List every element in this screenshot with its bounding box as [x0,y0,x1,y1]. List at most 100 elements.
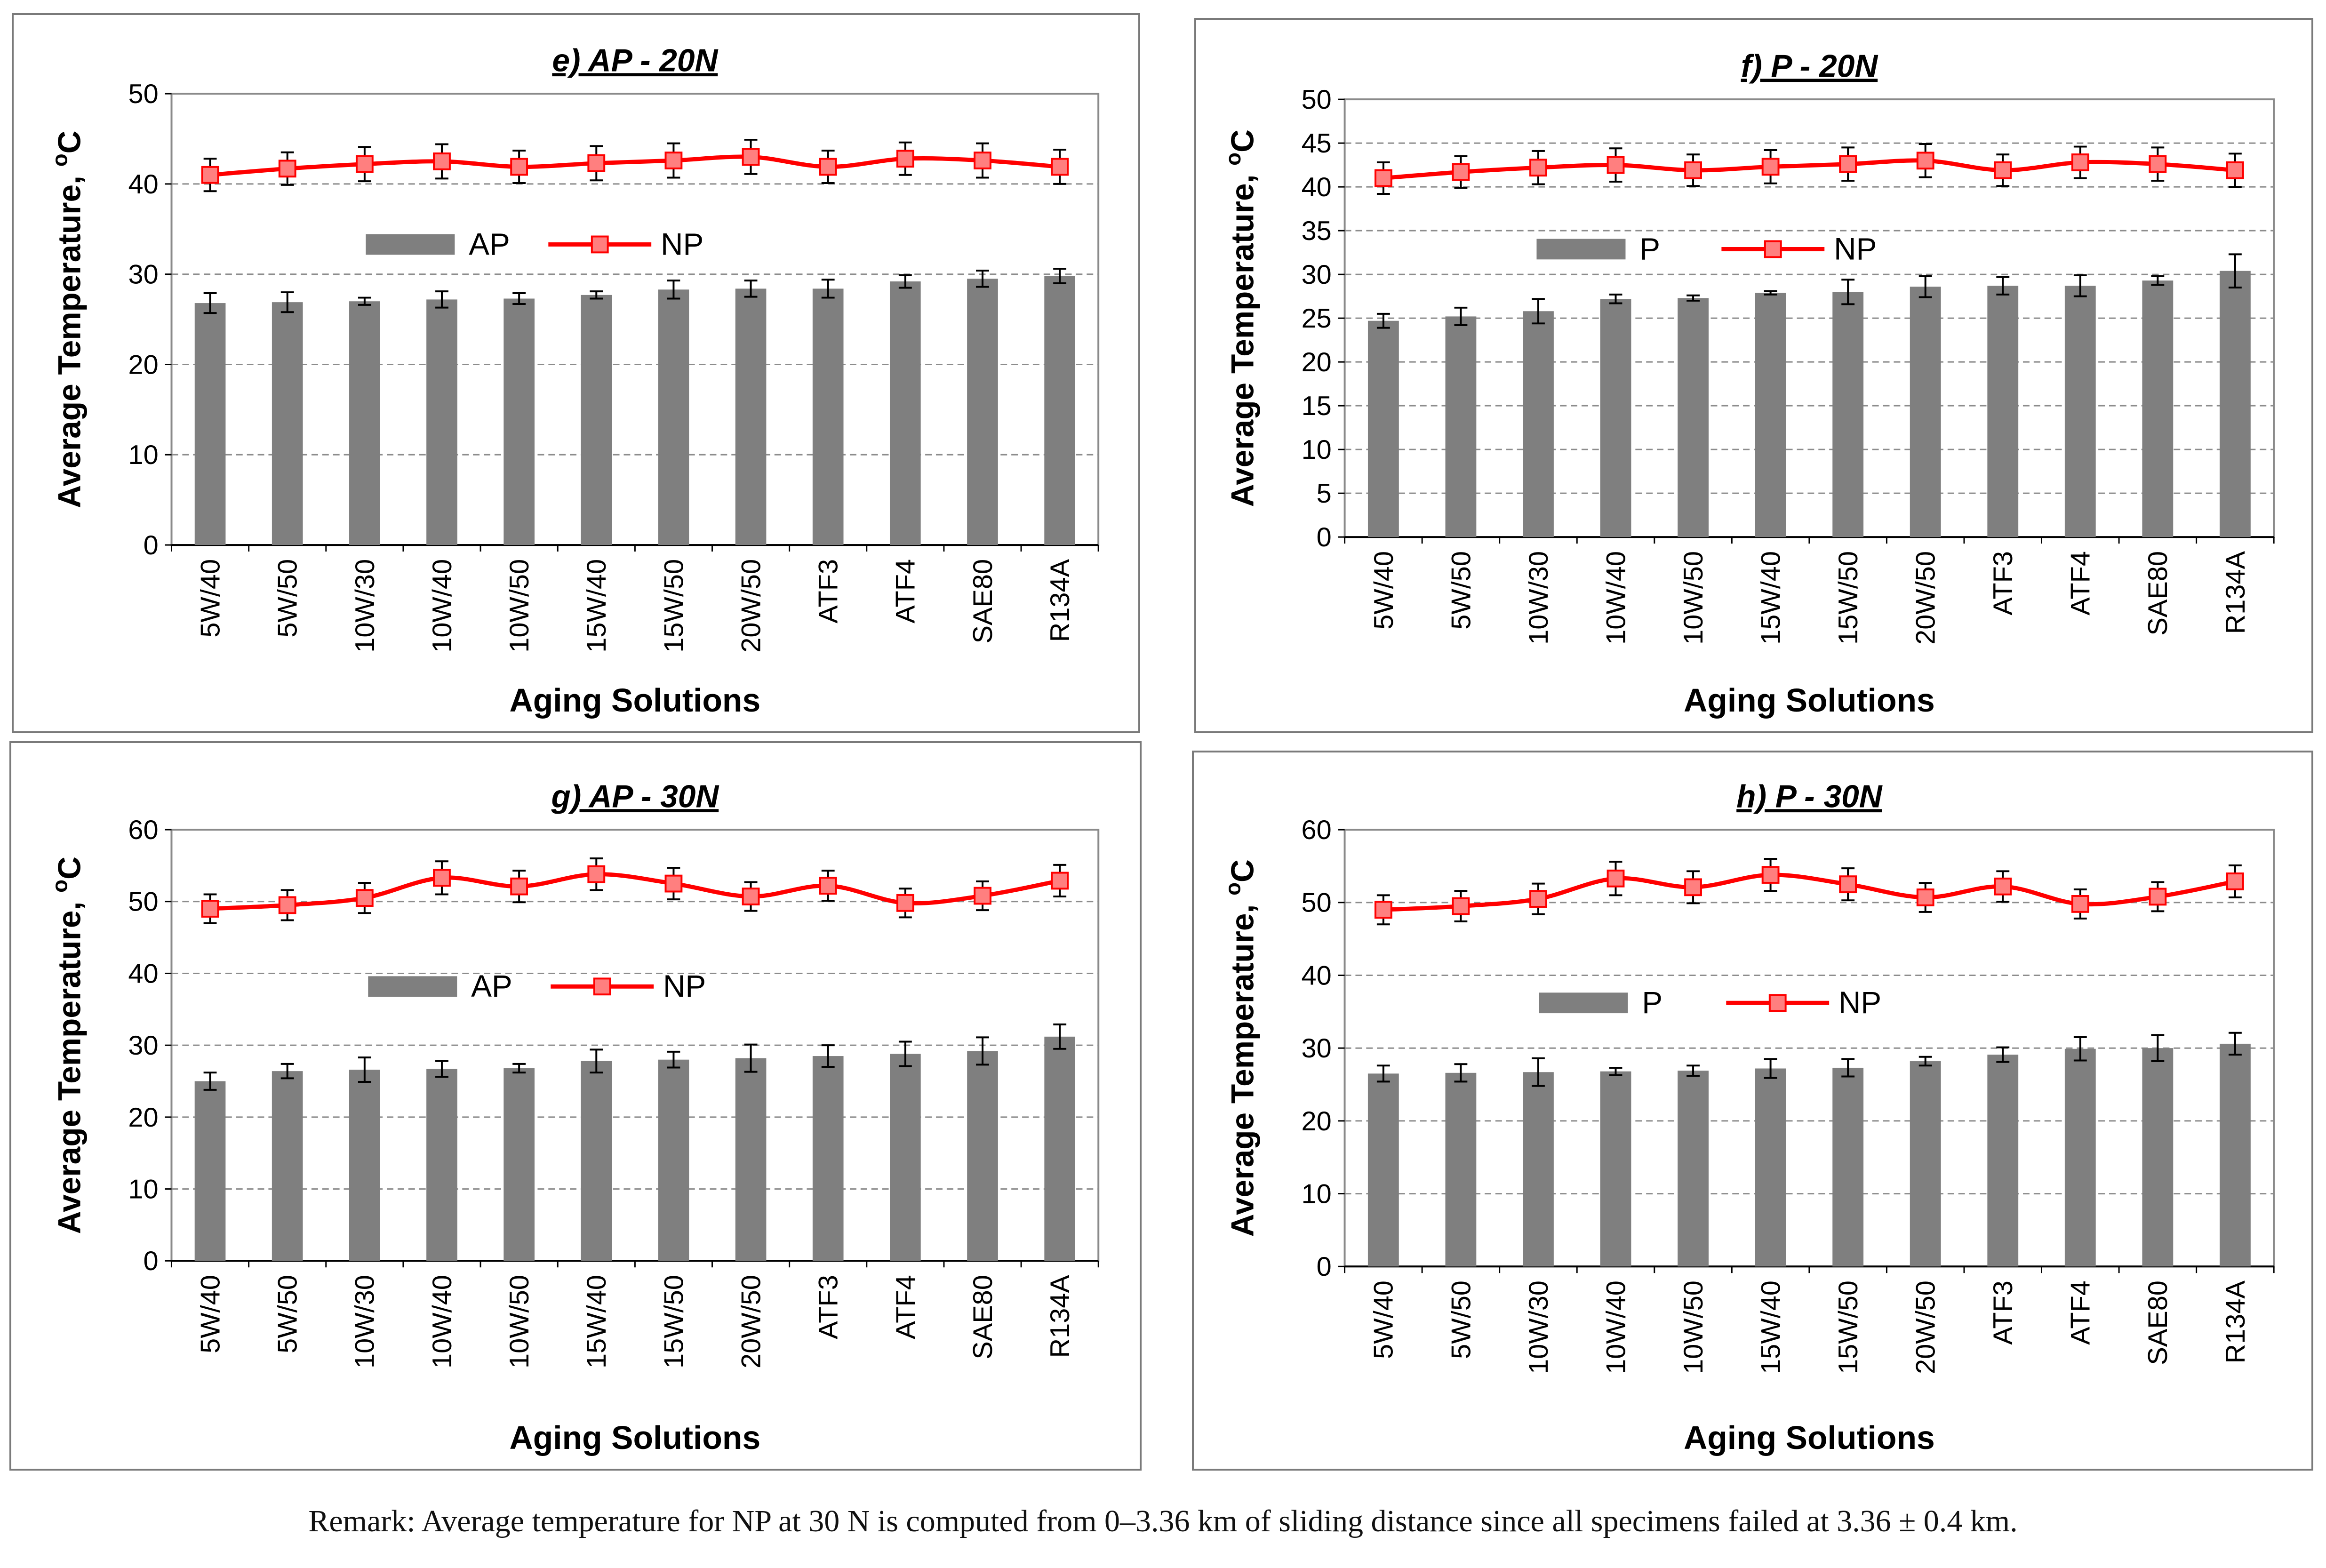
y-tick-label: 0 [1317,1252,1332,1282]
y-axis-title-sup: o [1221,882,1245,896]
bar [967,1051,998,1261]
y-tick-label: 35 [1302,216,1332,246]
bar-error-bar [1918,275,1932,298]
chart-panel-g: g) AP - 30N 0 10 20 30 40 50 60 Average Temperat… [9,741,1142,1471]
y-tick-label: 15 [1302,391,1332,421]
legend-swatch-AP [366,234,455,255]
y-tick-label: 50 [128,79,158,109]
bar-error-bar [203,1072,217,1091]
bar-error-bar [1609,293,1623,304]
chart-title: g) AP - 30N [551,779,719,814]
bar-series-P [1367,253,2251,537]
x-tick-label: 5W/50 [273,559,303,638]
bar-error-bar [2073,274,2087,297]
x-tick-label: SAE80 [2143,1280,2173,1365]
y-tick-label: 20 [1302,1106,1332,1136]
x-tick-label: 5W/40 [1369,1280,1399,1359]
line-marker [2149,888,2167,906]
legend-swatch-P [1536,239,1626,260]
bar-error-bar [744,1043,758,1073]
bar-error-bar [1376,1064,1390,1083]
bar [1832,1067,1864,1267]
y-tick-label: 60 [128,815,158,845]
bar-error-bar [280,291,294,313]
chart-svg-g: g) AP - 30N 0 10 20 30 40 50 60 Average Temperat… [48,779,1100,1456]
bar-error-bar [203,292,217,314]
bar-error-bar [1841,279,1855,305]
line-marker [664,874,683,893]
bar [1987,286,2019,537]
bar [1044,1036,1075,1261]
chart-title: f) P - 20N [1741,48,1878,84]
bar [2064,286,2096,537]
line-series-NP [201,857,1069,924]
x-tick-label: 15W/50 [1833,1280,1863,1374]
x-tick-label: 10W/50 [504,1275,535,1368]
x-tick-label: 5W/50 [1446,551,1476,630]
x-tick-label: ATF3 [1988,1280,2018,1345]
y-tick-label: 5 [1317,479,1332,509]
x-axis-title: Aging Solutions [509,682,760,719]
bar-series-AP [194,268,1075,545]
bar [349,301,380,545]
bar [1755,293,1786,537]
line-marker [201,166,219,184]
y-axis-title: Average Temperature, oC [1221,859,1261,1237]
legend: P NP [1536,232,1877,266]
y-tick-label: 30 [1302,260,1332,290]
y-tick-label: 10 [128,1174,158,1204]
y-tick-label: 40 [1302,172,1332,202]
bar [2219,1043,2251,1267]
bar-error-bar [280,1063,294,1080]
legend: AP NP [366,227,703,261]
y-tick-label: 0 [1317,522,1332,552]
y-tick-label: 50 [1302,888,1332,918]
bar [658,289,689,545]
y-axis-title-text: Average Temperature, [52,893,87,1234]
bar-error-bar [358,296,371,306]
line-marker [2149,155,2167,173]
x-tick-label: 10W/30 [350,559,380,653]
bar-error-bar [1687,1064,1700,1077]
bar [889,281,921,545]
legend-label-NP: NP [661,227,703,261]
y-tick-label: 0 [144,530,159,560]
bar-series-AP [194,1023,1075,1261]
series-line [210,154,1060,177]
bar-error-bar [1764,1058,1777,1079]
bar-error-bar [898,274,912,289]
y-axis-title-sup: o [48,153,72,167]
legend-swatch-AP [368,976,457,997]
y-tick-label: 20 [128,350,158,380]
chart-svg-f: f) P - 20N 0 5 10 15 20 25 30 35 40 45 50 Average Te… [1221,48,2275,719]
line-marker [1529,890,1547,908]
bar [272,1071,303,1261]
line-marker [587,865,606,883]
bar-error-bar [976,1036,989,1066]
y-tick-label: 40 [128,169,158,200]
x-tick-label: 20W/50 [1911,551,1941,645]
bar [1832,292,1864,537]
bar-error-bar [1996,276,2010,296]
x-tick-label: ATF3 [814,1275,844,1339]
bar-error-bar [898,1040,912,1067]
x-tick-label: 20W/50 [1911,1280,1941,1374]
bar-error-bar [667,280,680,300]
bar-error-bar [435,1060,448,1078]
line-marker [1916,888,1934,906]
y-tick-label: 45 [1302,128,1332,159]
bar [1367,320,1399,537]
bar [504,1068,535,1261]
x-tick-label: 10W/30 [1524,551,1554,645]
bar [581,295,612,545]
line-marker [1607,869,1625,888]
bar-error-bar [512,292,526,305]
bar-error-bar [1454,306,1468,327]
line-marker [1839,155,1857,173]
bar [349,1070,380,1261]
line-marker [1374,901,1392,919]
y-tick-label: 25 [1302,304,1332,334]
x-tick-label: 10W/50 [1679,551,1709,645]
y-axis-title-unit: C [52,856,87,880]
y-axis-title-text: Average Temperature, [1225,896,1261,1237]
